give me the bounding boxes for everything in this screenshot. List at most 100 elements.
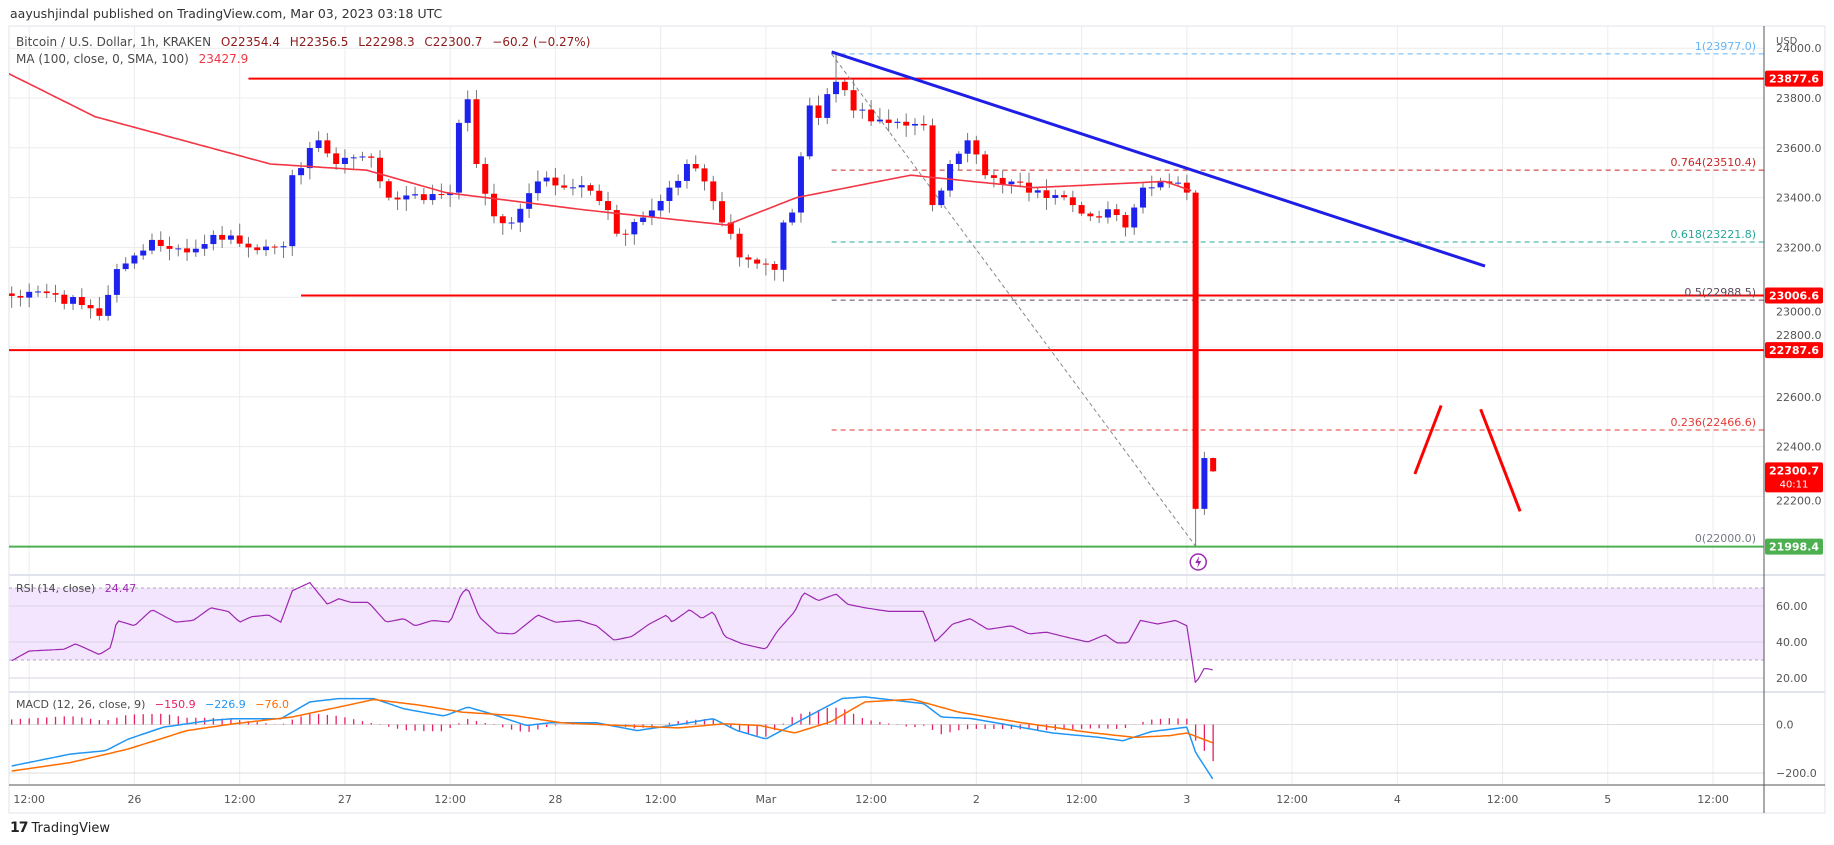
price-tick-label: 22800.0 [1776,329,1822,342]
candle-body [201,244,208,249]
candle-body [1139,187,1146,208]
candle [517,203,524,233]
low-value: L22298.3 [358,35,415,49]
candle-body [227,235,234,240]
candle [710,175,717,210]
rsi-line [11,581,1213,684]
candle [87,299,94,319]
rsi-legend[interactable]: RSI (14, close) 24.47 [16,582,142,595]
candle-body [569,187,576,189]
candle [148,233,155,255]
candle [96,296,103,321]
macd-hist-value: −150.9 [154,698,196,711]
candle [534,170,541,201]
price-badge [1765,70,1823,87]
candle [473,90,480,168]
candle-body [350,157,357,159]
currency-label: USD [1776,36,1798,47]
candle [131,252,138,269]
main-pane [9,50,1764,548]
time-label: 28 [548,793,562,806]
candle [105,285,112,321]
candle-body [420,194,427,201]
candle-body [192,248,199,253]
candle-body [797,156,804,213]
candle [455,119,462,200]
candle [236,223,243,248]
candle [973,135,980,164]
candle-body [1052,195,1059,198]
candle [1104,201,1111,224]
fib-label: 0(22000.0) [1695,532,1756,545]
candle [736,228,743,267]
candle [1008,179,1015,194]
candle [1087,211,1094,221]
candle-body [254,247,261,251]
lightning-icon[interactable] [1189,553,1207,571]
candle-body [745,257,752,260]
candle-body [534,181,541,194]
candle-body [657,200,664,211]
published-caption: aayushjindal published on TradingView.co… [10,6,443,21]
main-legend: Bitcoin / U.S. Dollar, 1h, KRAKEN O22354… [16,35,596,49]
candle [1201,451,1208,516]
candle-body [859,109,866,111]
candle [1122,211,1129,237]
candle [289,169,296,256]
tradingview-logo[interactable]: 17 TradingView [10,820,111,836]
candle-body [561,185,568,188]
candle-body [52,293,59,295]
rsi-band [9,588,1764,660]
candle [43,283,50,299]
candle [9,286,15,308]
candle [219,226,226,248]
candle-body [385,181,392,198]
price-tick-label: 22200.0 [1776,494,1822,507]
candle [429,184,436,205]
rsi-label: RSI (14, close) [16,582,96,595]
candle-body [973,140,980,155]
candle [561,174,568,190]
candle [26,283,33,308]
candle-body [298,168,305,176]
candle [929,118,936,212]
candle-body [105,294,112,316]
candle-body [982,154,989,176]
candle-body [280,246,287,248]
candle-body [236,235,243,244]
candle-body [824,94,831,118]
candle [780,220,787,282]
candle-body [1104,209,1111,218]
candle-body [631,221,638,235]
symbol-label: Bitcoin / U.S. Dollar, 1h, KRAKEN [16,35,212,49]
candle-body [17,295,24,298]
candle-body [499,216,506,224]
candle-body [508,222,515,224]
candle-body [876,119,883,122]
candle [1210,457,1217,472]
candle-body [1148,187,1155,189]
candle [280,241,287,258]
macd-legend[interactable]: MACD (12, 26, close, 9) −150.9 −226.9 −7… [16,698,295,711]
price-tick-label: 23000.0 [1776,306,1822,319]
candle-body [289,175,296,247]
candle-body [920,123,927,126]
candle-body [1087,213,1094,217]
candle [350,154,357,169]
candle [306,142,313,180]
candle [955,151,962,171]
ma-legend[interactable]: MA (100, close, 0, SMA, 100) 23427.9 [16,52,254,66]
candle [122,257,129,272]
candle-body [1201,458,1208,509]
candle [1192,190,1199,547]
candle-body [70,297,77,304]
candle [254,244,261,255]
candle-body [34,291,41,293]
candle-body [1175,182,1182,184]
candle [140,244,147,260]
candle [605,191,612,220]
candle [859,102,866,119]
price-badge [1765,462,1823,493]
candle-body [1131,207,1138,228]
